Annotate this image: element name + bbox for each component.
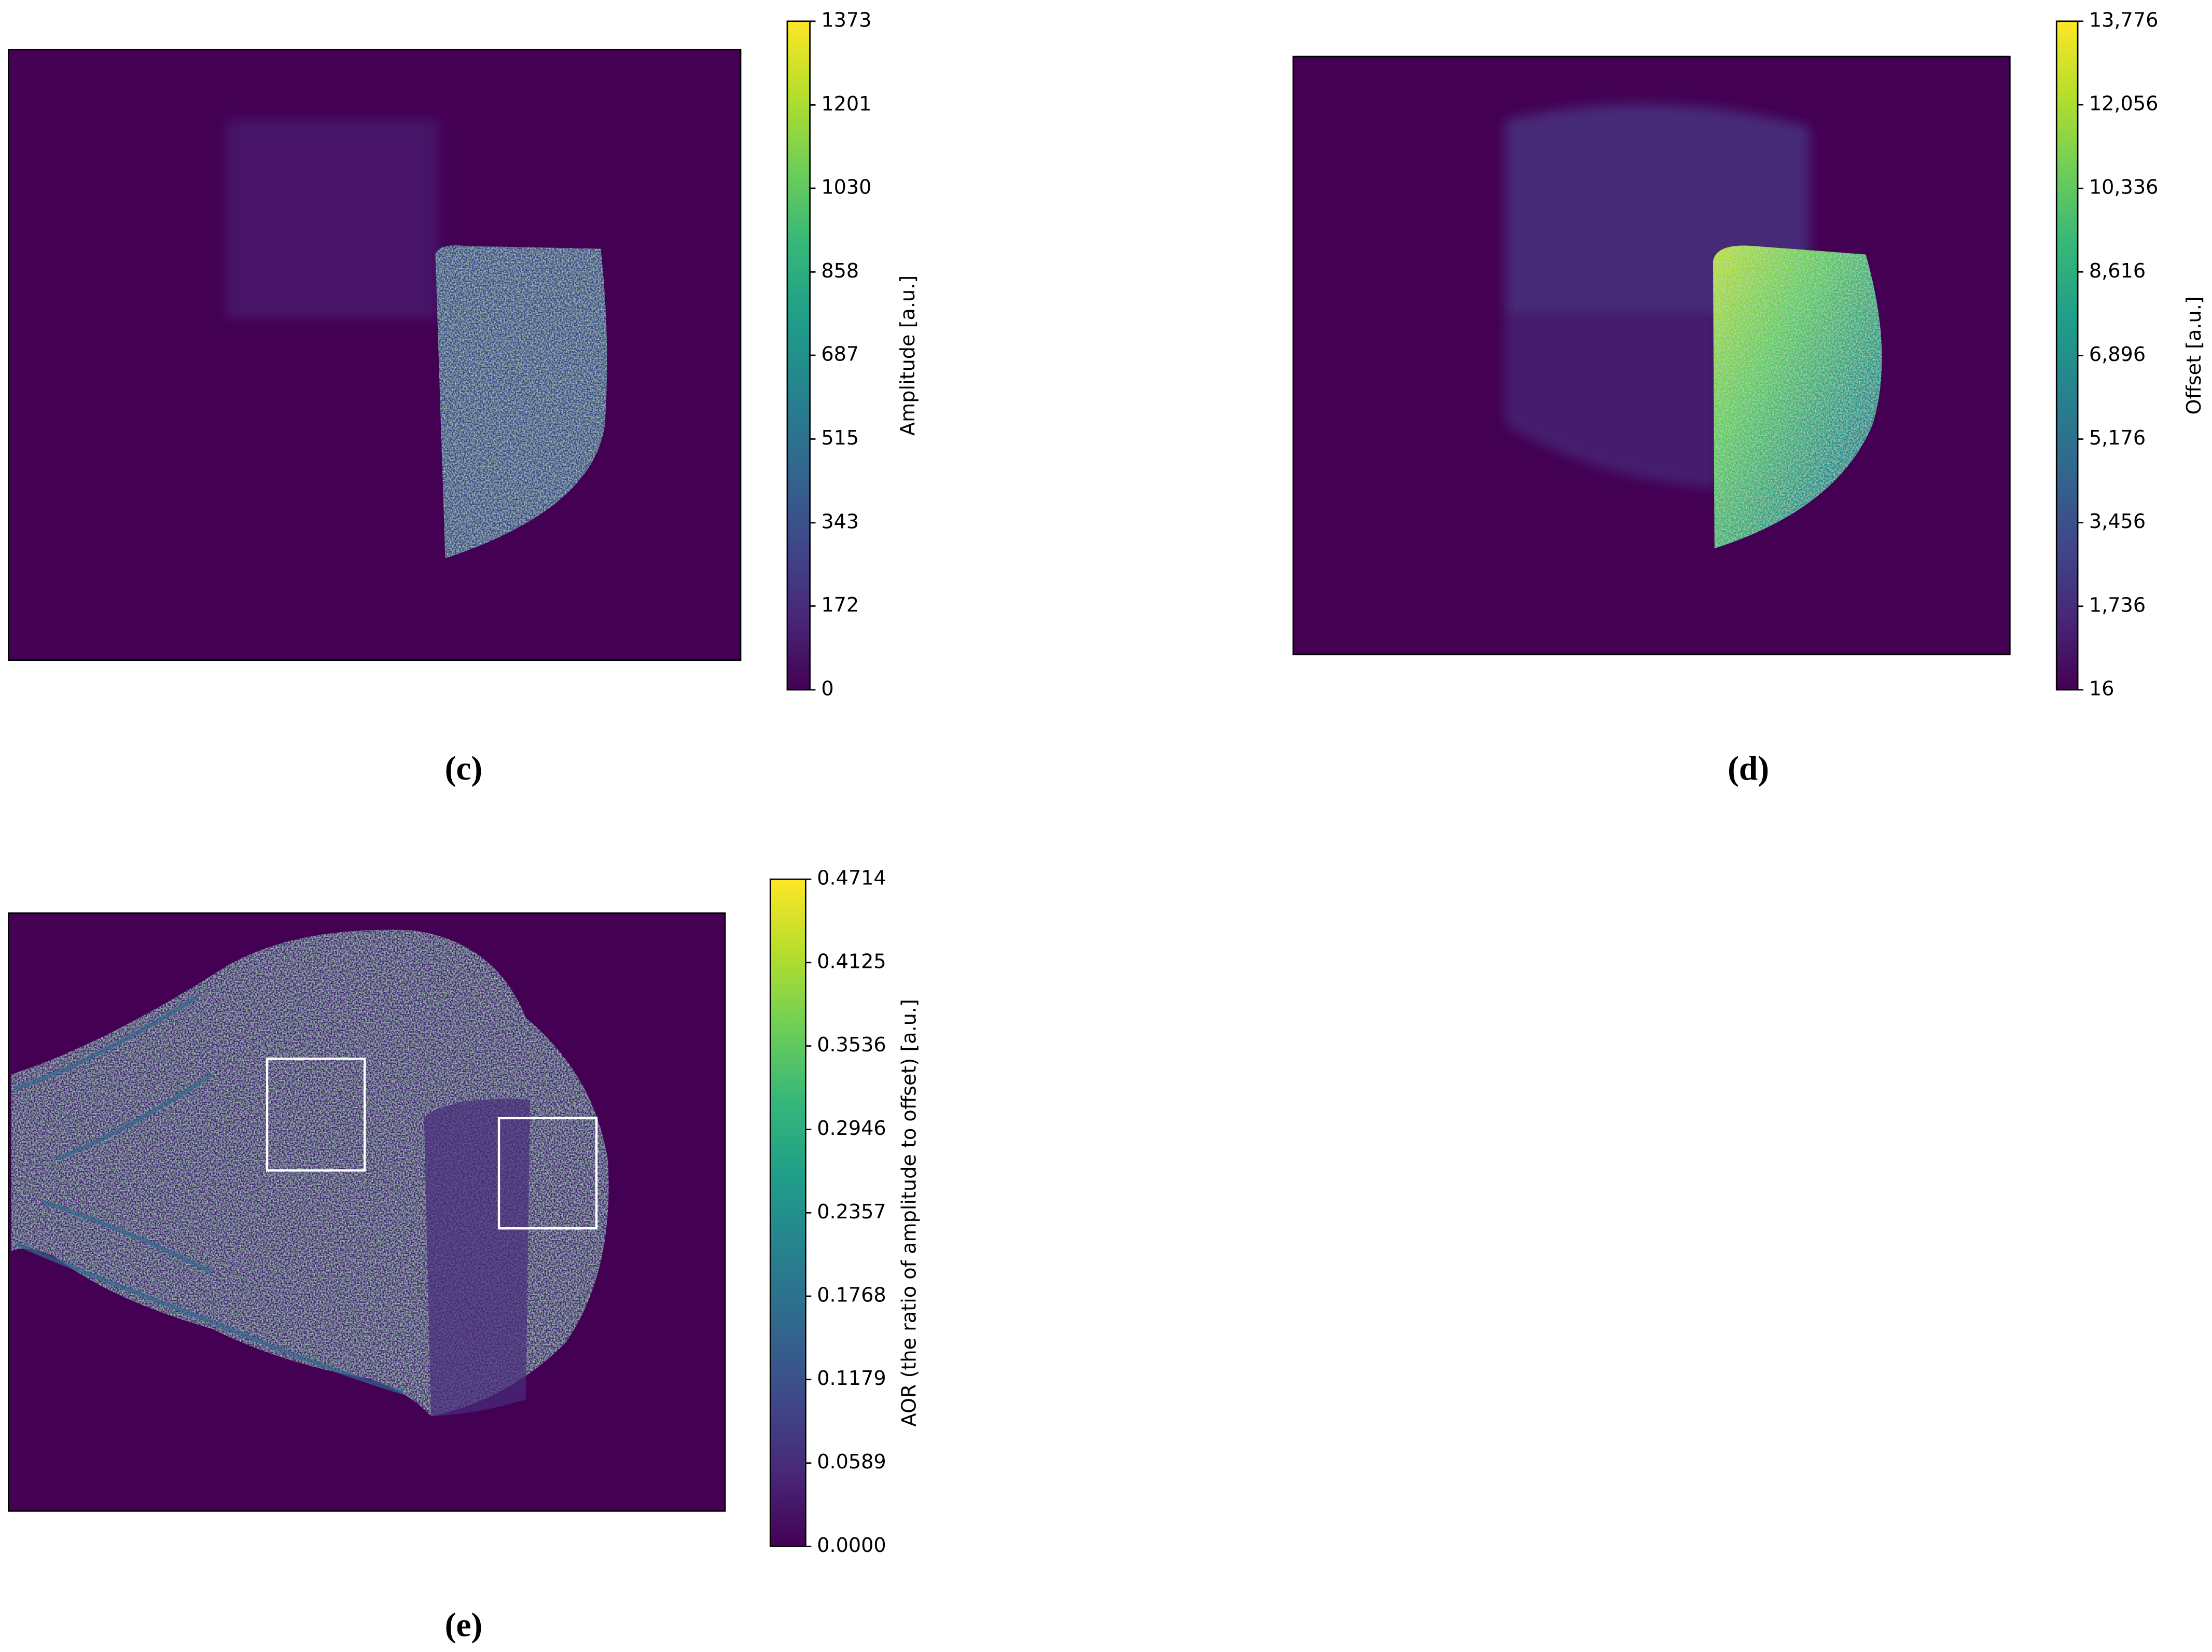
colorbar-tick-label: 687 bbox=[821, 342, 859, 365]
colorbar-tick-label: 0.2946 bbox=[817, 1117, 886, 1140]
heatmap-image bbox=[1292, 55, 2011, 656]
colorbar-tick-label: 13,776 bbox=[2089, 8, 2158, 31]
colorbar-tick-label: 0.4714 bbox=[817, 867, 886, 890]
colorbar-tick-label: 0.3536 bbox=[817, 1033, 886, 1056]
colorbar-label: Offset [a.u.] bbox=[2182, 296, 2205, 414]
colorbar bbox=[769, 878, 806, 1547]
colorbar-label: AOR (the ratio of amplitude to offset) [… bbox=[898, 999, 921, 1426]
colorbar-tick-label: 0.2357 bbox=[817, 1200, 886, 1223]
colorbar-tick-label: 0 bbox=[821, 677, 833, 700]
colorbar-tick-label: 1201 bbox=[821, 92, 871, 115]
heatmap-image bbox=[7, 912, 726, 1512]
colorbar-tick-label: 0.4125 bbox=[817, 950, 886, 973]
colorbar-tick-label: 5,176 bbox=[2089, 426, 2146, 449]
colorbar-tick-label: 0.1768 bbox=[817, 1283, 886, 1306]
colorbar-tick-label: 0.1179 bbox=[817, 1367, 886, 1390]
colorbar-tick-label: 172 bbox=[821, 593, 859, 616]
colorbar bbox=[2055, 20, 2079, 691]
colorbar-tick-label: 0.0589 bbox=[817, 1450, 886, 1473]
colorbar-tick-label: 3,456 bbox=[2089, 510, 2146, 533]
colorbar-tick-label: 0.0000 bbox=[817, 1534, 886, 1557]
colorbar-tick-label: 8,616 bbox=[2089, 259, 2146, 282]
colorbar-tick-label: 16 bbox=[2089, 677, 2114, 700]
colorbar-tick-label: 6,896 bbox=[2089, 343, 2146, 366]
colorbar-tick-label: 1030 bbox=[821, 175, 871, 198]
colorbar-tick-label: 12,056 bbox=[2089, 92, 2158, 115]
panel-label: (e) bbox=[445, 1606, 483, 1644]
colorbar-tick-label: 515 bbox=[821, 426, 859, 449]
colorbar bbox=[786, 20, 811, 691]
colorbar-tick-label: 343 bbox=[821, 510, 859, 533]
colorbar-tick-label: 858 bbox=[821, 259, 859, 282]
colorbar-label: Amplitude [a.u.] bbox=[896, 275, 919, 436]
colorbar-tick-label: 1,736 bbox=[2089, 593, 2146, 616]
colorbar-tick-label: 10,336 bbox=[2089, 176, 2158, 199]
panel-label: (d) bbox=[1728, 750, 1769, 787]
colorbar-tick-label: 1373 bbox=[821, 8, 871, 31]
panel-label: (c) bbox=[445, 750, 483, 787]
heatmap-image bbox=[7, 49, 742, 661]
